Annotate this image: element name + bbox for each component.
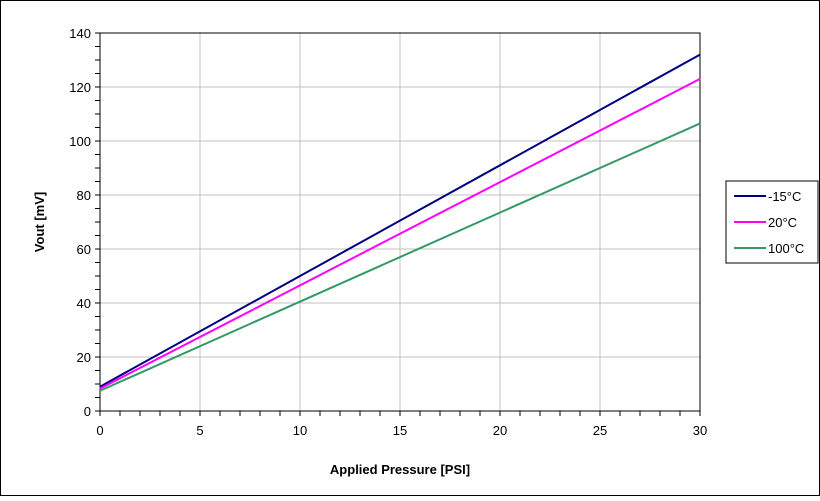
legend-label: -15°C xyxy=(768,189,801,204)
y-tick-label: 140 xyxy=(69,26,91,41)
x-tick-label: 30 xyxy=(693,423,707,438)
x-axis-title: Applied Pressure [PSI] xyxy=(330,462,470,477)
y-tick-labels: 0 20 40 60 80 100 120 140 xyxy=(69,26,91,419)
legend-label: 20°C xyxy=(768,215,797,230)
series-line-1 xyxy=(99,78,701,390)
y-tick-label: 80 xyxy=(77,188,91,203)
minor-ticks-layer xyxy=(95,32,701,416)
y-axis-title: Vout [mV] xyxy=(32,192,47,252)
legend: -15°C 20°C 100°C xyxy=(725,180,819,264)
legend-items: -15°C 20°C 100°C xyxy=(734,189,804,256)
plot-border xyxy=(99,32,701,412)
y-tick-label: 60 xyxy=(77,242,91,257)
legend-label: 100°C xyxy=(768,241,804,256)
x-tick-label: 5 xyxy=(196,423,203,438)
x-tick-label: 25 xyxy=(593,423,607,438)
y-tick-label: 120 xyxy=(69,80,91,95)
x-tick-label: 15 xyxy=(393,423,407,438)
series-layer xyxy=(99,53,701,392)
y-tick-label: 0 xyxy=(84,404,91,419)
series-line-2 xyxy=(99,122,701,392)
x-tick-label: 0 xyxy=(96,423,103,438)
x-tick-labels: 0 5 10 15 20 25 30 xyxy=(96,423,707,438)
x-tick-label: 10 xyxy=(293,423,307,438)
x-tick-label: 20 xyxy=(493,423,507,438)
y-tick-label: 40 xyxy=(77,296,91,311)
series-line-0 xyxy=(99,53,701,388)
y-tick-label: 100 xyxy=(69,134,91,149)
y-tick-label: 20 xyxy=(77,350,91,365)
grid-layer xyxy=(100,33,700,411)
